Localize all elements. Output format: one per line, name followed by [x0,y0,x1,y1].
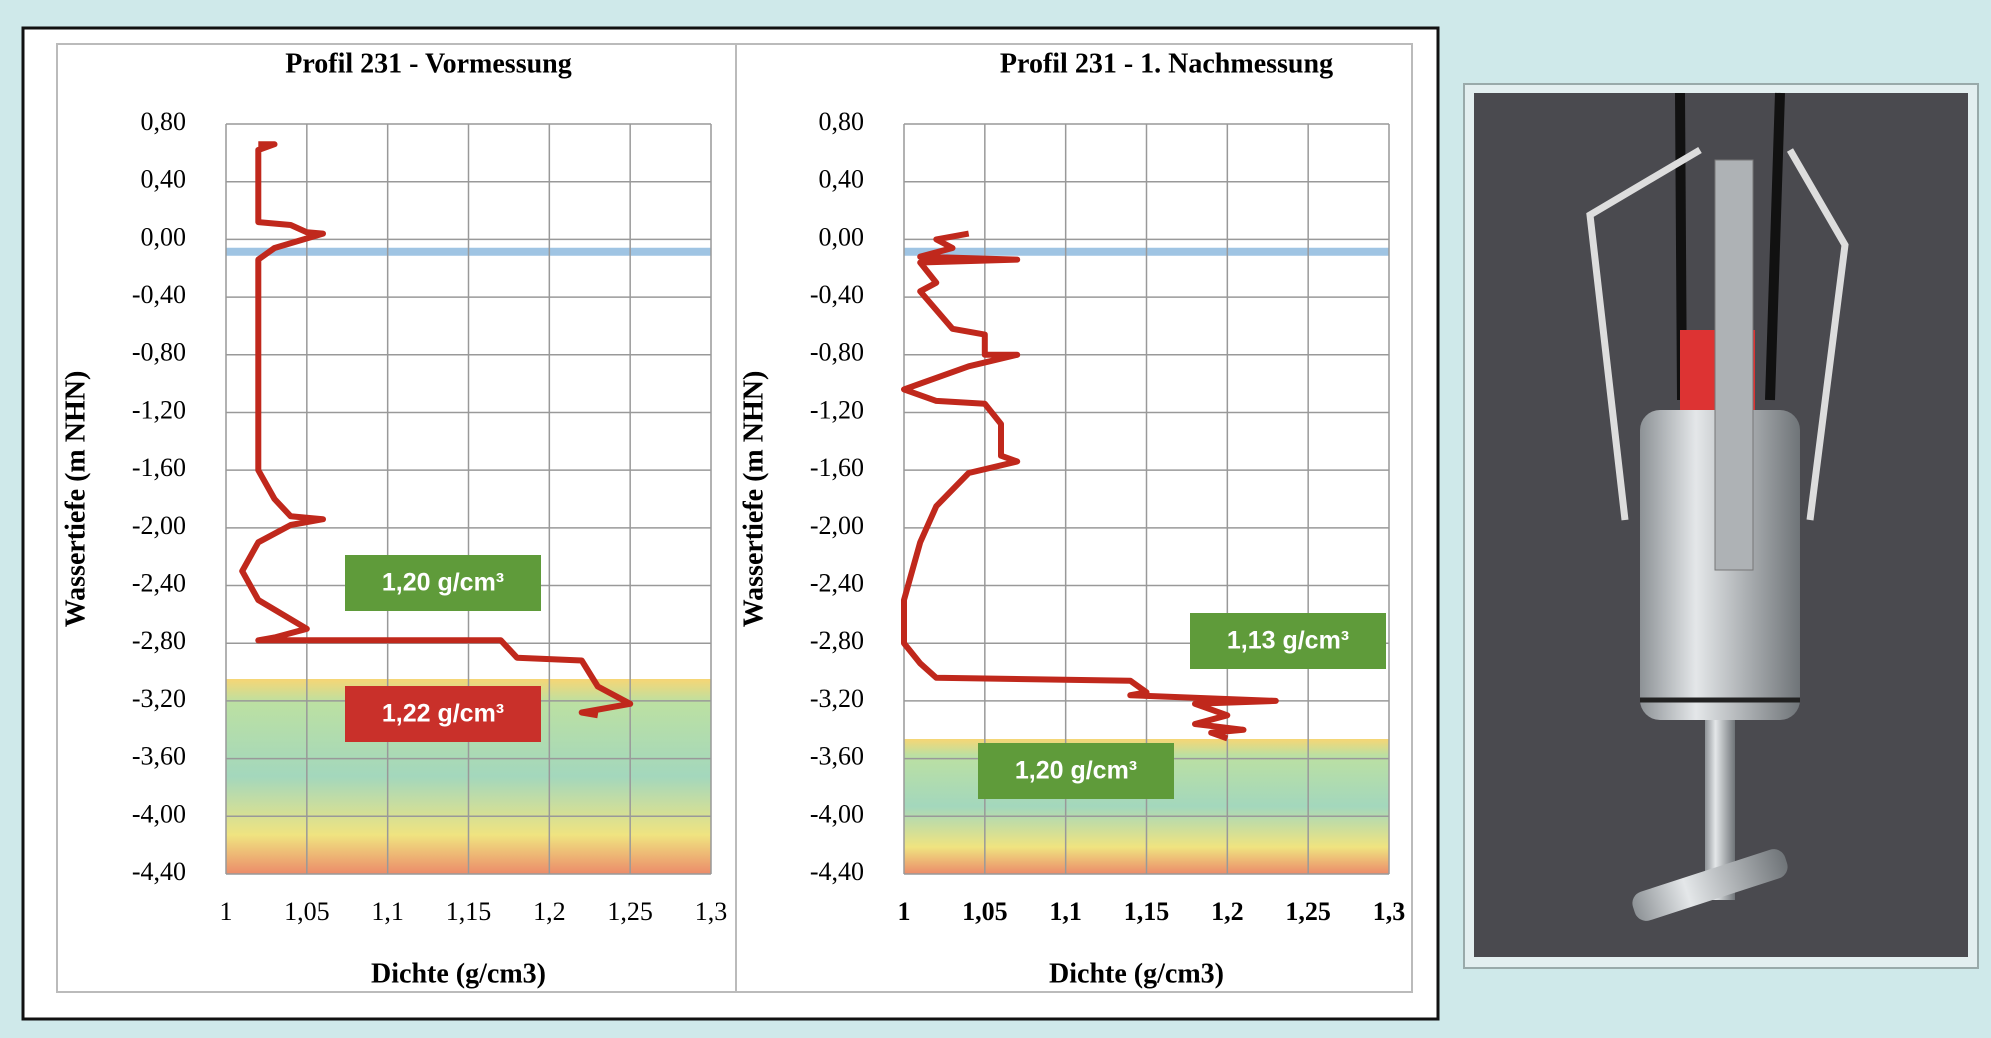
x-axis-label: Dichte (g/cm3) [1049,958,1224,989]
handle [1715,160,1753,570]
x-tick-label: 1,1 [371,897,404,926]
annotation: 1,22 g/cm³ [382,700,504,728]
y-axis-label: Wassertiefe (m NHN) [738,371,769,628]
y-tick-label: -0,40 [132,280,186,309]
y-tick-label: -4,00 [132,799,186,828]
y-tick-label: 0,00 [141,222,187,251]
annotation: 1,13 g/cm³ [1227,627,1349,655]
y-tick-label: -4,00 [810,799,864,828]
x-tick-label: 1 [220,897,233,926]
y-tick-label: 0,40 [819,165,865,194]
x-tick-label: 1,15 [1124,897,1170,926]
y-tick-label: -2,80 [810,626,864,655]
page: Profil 231 - Vormessung 0,80 0,40 0,00 -0,40… [0,0,1991,1038]
y-tick-label: -3,20 [132,684,186,713]
y-tick-label: -2,40 [810,569,864,598]
x-tick-label: 1,05 [284,897,330,926]
x-tick-label: 1,15 [446,897,492,926]
y-tick-label: 0,40 [141,165,187,194]
annotation: 1,20 g/cm³ [1015,757,1137,785]
chart-title: Profil 231 - Vormessung [285,48,572,79]
x-tick-label: 1,2 [1211,897,1244,926]
y-tick-label: -2,00 [132,511,186,540]
y-tick-label: -1,20 [132,395,186,424]
y-tick-label: -2,40 [132,569,186,598]
y-tick-label: 0,00 [819,222,865,251]
photo [1464,84,1978,968]
y-tick-label: -3,60 [132,742,186,771]
x-tick-label: 1,05 [962,897,1008,926]
y-tick-label: -3,20 [810,684,864,713]
x-tick-label: 1 [898,897,911,926]
y-tick-label: -2,00 [810,511,864,540]
y-tick-label: 0,80 [141,107,187,136]
y-tick-label: -1,20 [810,395,864,424]
y-tick-label: -3,60 [810,742,864,771]
y-tick-label: -0,40 [810,280,864,309]
y-tick-label: -0,80 [810,338,864,367]
annotation: 1,20 g/cm³ [382,569,504,597]
y-tick-label: -4,40 [810,857,864,886]
x-tick-label: 1,3 [695,897,728,926]
y-tick-label: -2,80 [132,626,186,655]
y-tick-label: -1,60 [132,453,186,482]
chart-title: Profil 231 - 1. Nachmessung [1000,48,1333,79]
y-tick-label: -4,40 [132,857,186,886]
y-tick-label: -0,80 [132,338,186,367]
y-tick-label: -1,60 [810,453,864,482]
x-tick-label: 1,3 [1373,897,1406,926]
y-axis-label: Wassertiefe (m NHN) [60,371,91,628]
screen: Profil 231 - Vormessung 0,80 0,40 0,00 -0,40… [0,0,1991,1038]
x-tick-label: 1,2 [533,897,566,926]
y-tick-label: 0,80 [819,107,865,136]
x-axis-label: Dichte (g/cm3) [371,958,546,989]
x-tick-label: 1,1 [1049,897,1082,926]
x-tick-label: 1,25 [607,897,653,926]
x-tick-label: 1,25 [1285,897,1331,926]
